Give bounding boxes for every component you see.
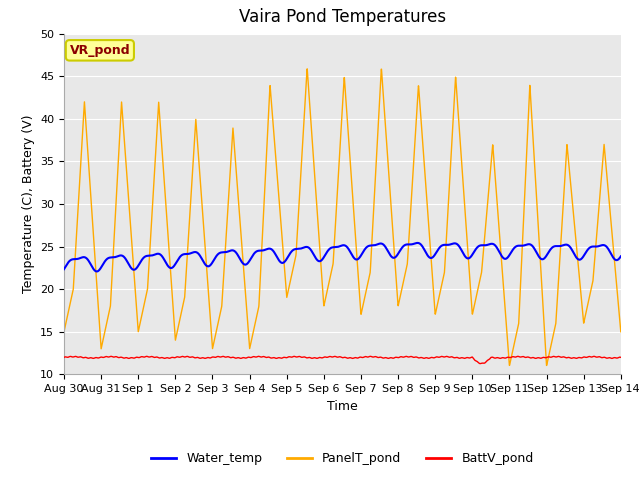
Text: VR_pond: VR_pond xyxy=(70,44,130,57)
Title: Vaira Pond Temperatures: Vaira Pond Temperatures xyxy=(239,9,446,26)
X-axis label: Time: Time xyxy=(327,400,358,413)
Legend: Water_temp, PanelT_pond, BattV_pond: Water_temp, PanelT_pond, BattV_pond xyxy=(146,447,539,470)
Y-axis label: Temperature (C), Battery (V): Temperature (C), Battery (V) xyxy=(22,115,35,293)
